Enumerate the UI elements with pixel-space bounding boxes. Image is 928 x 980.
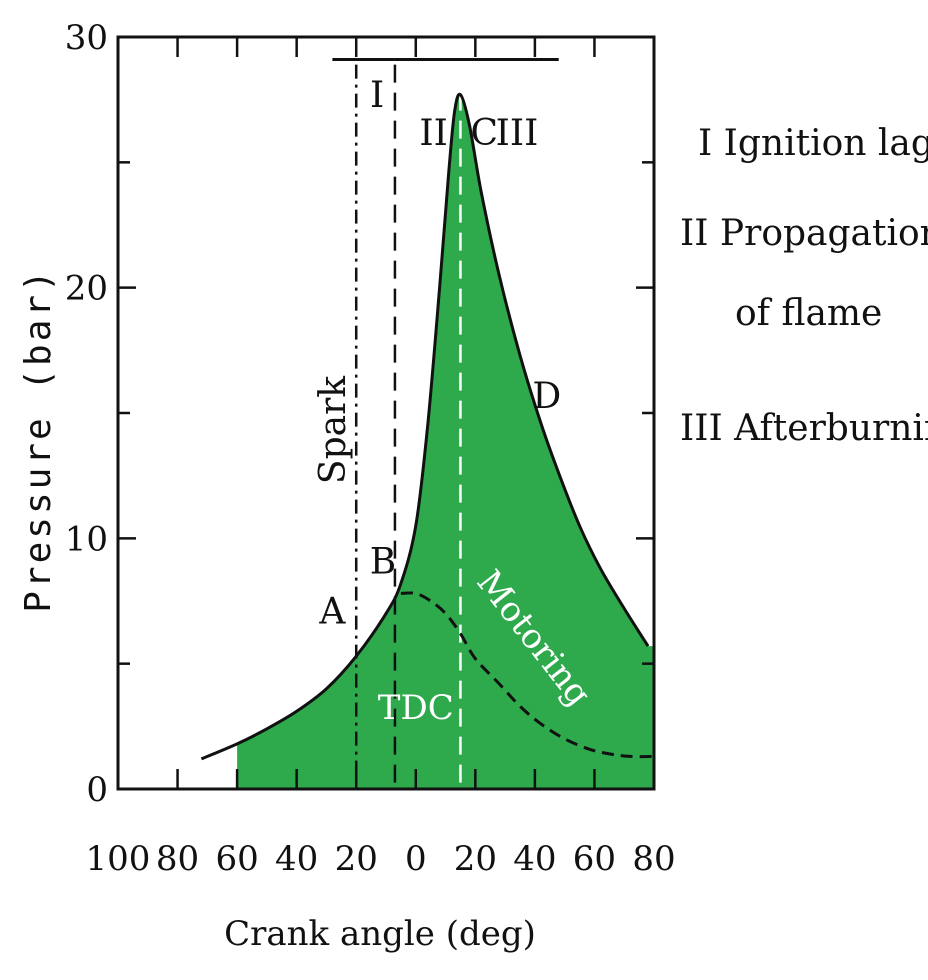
x-tick-label-9: 80 bbox=[632, 839, 675, 879]
x-tick-label-3: 40 bbox=[275, 839, 318, 879]
legend-entry-1: II Propagation bbox=[680, 213, 928, 254]
x-tick-label-0: 100 bbox=[86, 839, 151, 879]
x-tick-label-4: 20 bbox=[335, 839, 378, 879]
motoring-curve bbox=[400, 591, 655, 759]
point-label-A: A bbox=[318, 592, 346, 633]
legend-entry-0: I Ignition lag bbox=[698, 123, 928, 164]
x-tick-label-8: 60 bbox=[573, 839, 616, 879]
pressure-curves bbox=[200, 92, 655, 761]
y-tick-label-1: 10 bbox=[65, 519, 108, 559]
phase-label-III: III bbox=[496, 113, 539, 154]
legend-entry-2: of flame bbox=[735, 293, 882, 334]
point-label-C: C bbox=[470, 113, 498, 154]
point-label-D: D bbox=[532, 376, 561, 417]
spark-label: Spark bbox=[313, 375, 354, 484]
vertical-marker-lines bbox=[332, 58, 559, 789]
y-tick-label-3: 30 bbox=[65, 18, 108, 58]
x-tick-label-1: 80 bbox=[156, 839, 199, 879]
point-label-B: B bbox=[370, 541, 396, 582]
x-axis-title: Crank angle (deg) bbox=[224, 914, 536, 954]
y-tick-label-0: 0 bbox=[86, 770, 108, 810]
x-tick-label-5: 0 bbox=[405, 839, 427, 879]
legend-entry-3: III Afterburning bbox=[680, 408, 928, 449]
firing-pressure-curve bbox=[200, 92, 650, 761]
x-tick-label-2: 60 bbox=[215, 839, 258, 879]
y-tick-label-2: 20 bbox=[65, 269, 108, 309]
tdc-label: TDC bbox=[378, 688, 454, 728]
x-tick-label-7: 40 bbox=[513, 839, 556, 879]
phase-label-II: II bbox=[419, 113, 447, 154]
x-tick-label-6: 20 bbox=[454, 839, 497, 879]
combustion-area-fill bbox=[237, 94, 654, 790]
y-axis-title: Pressure (bar) bbox=[18, 267, 59, 612]
combustion-fill bbox=[237, 94, 654, 790]
phase-label-I: I bbox=[370, 75, 384, 116]
